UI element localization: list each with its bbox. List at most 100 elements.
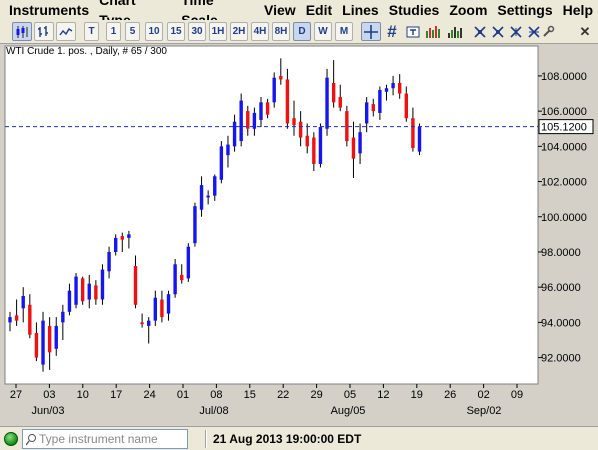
timescale-t-button[interactable]: T xyxy=(84,22,99,41)
candle-body-down xyxy=(371,104,375,112)
instrument-search-input[interactable] xyxy=(39,431,185,447)
price-chart[interactable]: WTI Crude 1. pos. , Daily, # 65 / 300 10… xyxy=(0,44,598,426)
candle-body-up xyxy=(21,295,25,309)
menu-studies[interactable]: Studies xyxy=(388,2,440,18)
candle-body-up xyxy=(219,146,224,180)
x-tick-label: 01 xyxy=(177,389,189,401)
text-icon[interactable] xyxy=(404,22,422,41)
candle-body-up xyxy=(252,112,257,129)
y-tick-label: 98.0000 xyxy=(541,247,581,259)
status-bar: 21 Aug 2013 19:00:00 EDT xyxy=(0,426,598,450)
y-tick-label: 106.0000 xyxy=(541,106,587,118)
status-datetime: 21 Aug 2013 19:00:00 EDT xyxy=(213,432,362,446)
candle-body-up xyxy=(67,290,72,312)
candle-body-down xyxy=(338,97,342,108)
current-price-label: 105.1200 xyxy=(541,122,587,134)
candle-body-down xyxy=(411,118,415,149)
timescale-d-button[interactable]: D xyxy=(293,22,311,41)
line-chart-icon[interactable] xyxy=(56,22,76,41)
menu-view[interactable]: View xyxy=(264,2,296,18)
fan-icon[interactable] xyxy=(526,22,542,41)
x-tick-label: 29 xyxy=(310,389,322,401)
candle-body-up xyxy=(226,144,230,156)
channel-icon[interactable] xyxy=(490,22,506,41)
menu-instruments[interactable]: Instruments xyxy=(9,2,90,18)
trend-line-icon[interactable] xyxy=(472,22,488,41)
timescale-30-button[interactable]: 30 xyxy=(188,22,206,41)
candle-body-up xyxy=(364,102,369,124)
menu-zoom[interactable]: Zoom xyxy=(449,2,488,18)
candle-body-down xyxy=(397,82,402,94)
x-month-label: Jun/03 xyxy=(31,405,64,417)
menu-lines[interactable]: Lines xyxy=(342,2,379,18)
x-tick-label: 15 xyxy=(244,389,256,401)
volume-bars-icon[interactable] xyxy=(424,22,442,41)
menu-edit[interactable]: Edit xyxy=(305,2,333,18)
x-tick-label: 09 xyxy=(511,389,523,401)
timescale-8h-button[interactable]: 8H xyxy=(272,22,290,41)
candle-body-down xyxy=(404,93,408,119)
timescale-5-button[interactable]: 5 xyxy=(125,22,140,41)
chart-bars-icon[interactable] xyxy=(446,22,464,41)
fib-icon[interactable] xyxy=(508,22,524,41)
candle-body-down xyxy=(312,137,316,164)
toolbar: T 1 5 10 15 30 1H 2H 4H 8H D W M # xyxy=(0,20,598,44)
candle-body-up xyxy=(147,320,151,326)
candle-body-up xyxy=(232,121,237,147)
candle-body-down xyxy=(34,332,39,358)
x-tick-label: 08 xyxy=(210,389,222,401)
timescale-1-button[interactable]: 1 xyxy=(106,22,121,41)
crosshair-icon[interactable] xyxy=(361,22,381,41)
y-tick-label: 92.0000 xyxy=(541,353,581,365)
timescale-m-button[interactable]: M xyxy=(335,22,353,41)
candles-icon[interactable] xyxy=(12,22,32,41)
candle-body-up xyxy=(378,90,382,113)
instrument-search-box[interactable] xyxy=(22,429,188,449)
candle-body-up xyxy=(100,269,105,300)
x-tick-label: 17 xyxy=(110,389,122,401)
candle-body-down xyxy=(285,79,290,124)
bar-chart-icon[interactable] xyxy=(34,22,54,41)
candle-body-down xyxy=(279,75,283,80)
timescale-4h-button[interactable]: 4H xyxy=(251,22,269,41)
y-tick-label: 108.0000 xyxy=(541,71,587,83)
candle-body-up xyxy=(41,320,45,365)
candle-body-down xyxy=(265,102,270,115)
candle-body-down xyxy=(133,266,138,305)
candles-series xyxy=(8,58,422,372)
timescale-2h-button[interactable]: 2H xyxy=(230,22,248,41)
search-icon xyxy=(26,434,36,446)
candle-body-up xyxy=(259,102,263,120)
candle-body-down xyxy=(94,285,98,300)
candle-body-down xyxy=(140,322,144,325)
timescale-15-button[interactable]: 15 xyxy=(167,22,185,41)
candle-body-up xyxy=(239,100,243,142)
candle-body-down xyxy=(160,299,164,318)
y-axis: 108.0000 106.0000 104.0000 102.0000 100.0000… xyxy=(538,71,587,365)
x-tick-label: 27 xyxy=(10,389,22,401)
x-tick-label: 03 xyxy=(43,389,55,401)
candle-body-down xyxy=(47,325,52,353)
timescale-w-button[interactable]: W xyxy=(314,22,332,41)
candle-body-up xyxy=(272,77,276,103)
settings-wrench-icon[interactable] xyxy=(540,22,556,41)
candle-body-up xyxy=(384,88,389,92)
menu-help[interactable]: Help xyxy=(562,2,593,18)
x-tick-label: 22 xyxy=(277,389,289,401)
menu-settings[interactable]: Settings xyxy=(497,2,553,18)
y-tick-label: 102.0000 xyxy=(541,177,587,189)
candle-body-down xyxy=(80,278,85,302)
menu-bar: Instruments Chart Type Time Scale View E… xyxy=(0,0,598,28)
candle-body-up xyxy=(193,206,197,244)
candle-body-up xyxy=(173,264,177,295)
candle-body-up xyxy=(206,195,210,198)
current-price-box xyxy=(538,119,594,135)
timescale-1h-button[interactable]: 1H xyxy=(209,22,227,41)
candle-body-up xyxy=(107,251,111,272)
timescale-10-button[interactable]: 10 xyxy=(145,22,163,41)
x-tick-label: 10 xyxy=(77,389,89,401)
x-month-label: Sep/02 xyxy=(467,405,502,417)
close-icon[interactable]: ✕ xyxy=(579,23,591,39)
grid-icon[interactable]: # xyxy=(387,21,397,41)
